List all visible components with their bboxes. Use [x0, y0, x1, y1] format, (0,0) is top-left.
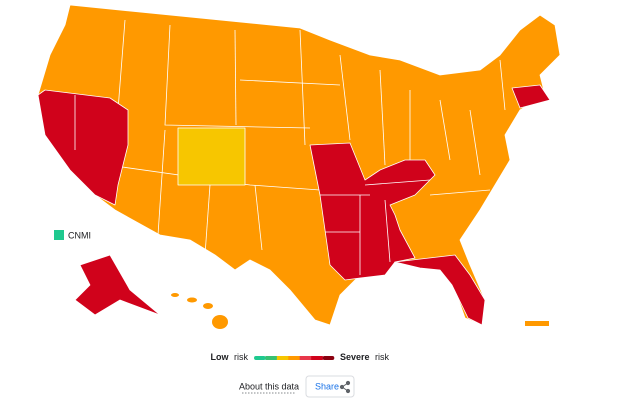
state-region-high: [309, 142, 436, 281]
hawaii: [171, 293, 228, 329]
legend-swatch: [311, 356, 323, 360]
cnmi-swatch: [54, 230, 64, 240]
share-button[interactable]: Share: [305, 375, 355, 398]
share-box[interactable]: [305, 375, 355, 398]
us-map: CNMI: [37, 4, 561, 329]
legend-high-word: Severe: [340, 352, 370, 362]
share-label[interactable]: Share: [315, 381, 339, 391]
alaska: [74, 254, 161, 316]
state-region-high: [37, 89, 129, 206]
state-region-high: [394, 254, 486, 326]
legend-low: Low risk: [210, 352, 248, 362]
legend-swatch: [254, 356, 266, 360]
cnmi-label: CNMI: [68, 230, 91, 240]
legend-swatch: [265, 356, 278, 360]
about-link[interactable]: About this data: [239, 381, 299, 391]
legend-swatch: [322, 356, 335, 360]
legend-low-suffix: risk: [234, 352, 248, 362]
legend: Low risk Severe risk: [210, 352, 389, 362]
legend-bar: [254, 356, 335, 360]
state-borders: [320, 179, 431, 275]
legend-swatch: [288, 356, 301, 360]
puerto-rico: [525, 321, 549, 326]
state-borders: [107, 19, 506, 256]
legend-high: Severe risk: [340, 352, 390, 362]
share-icon: [339, 380, 351, 394]
state-region-elevated: [177, 127, 246, 186]
legend-swatch: [299, 356, 312, 360]
state-region-high: [511, 84, 551, 109]
legend-low-word: Low: [210, 352, 229, 362]
legend-high-suffix: risk: [375, 352, 389, 362]
legend-swatch: [276, 356, 289, 360]
